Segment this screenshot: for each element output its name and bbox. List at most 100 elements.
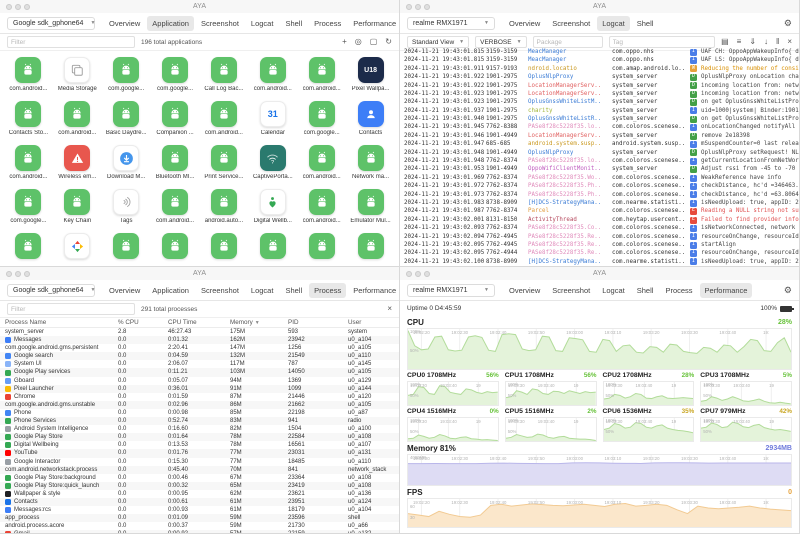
tab-logcat[interactable]: Logcat [602,285,625,295]
log-row[interactable]: 2024-11-21 19:43:01.945 7762-8388 PASe8f28… [400,124,799,132]
pause-icon[interactable]: ‖ [776,37,780,46]
tag-filter-input[interactable] [608,36,716,48]
tab-overview[interactable]: Overview [109,285,141,295]
log-row[interactable]: 2024-11-21 19:43:01.923 1901-2975 Location… [400,90,799,98]
tab-screenshot[interactable]: Screenshot [552,18,591,28]
app-item[interactable]: Call Log Bac... [200,53,249,97]
process-row[interactable]: Wallpaper & style 0.0 0:00.95 62M 23621 u0_a1… [0,490,399,498]
app-item[interactable]: Network ma... [346,141,395,185]
maximize-window-icon[interactable] [24,3,30,10]
log-row[interactable]: 2024-11-21 19:43:02.094 7762-4945 PASe8f28… [400,233,799,241]
tab-overview[interactable]: Overview [109,18,141,28]
column-header-memory[interactable]: Memory ▼ [230,319,260,326]
app-item[interactable]: Contacts Sto... [4,97,53,141]
app-item[interactable]: com.google... [297,97,346,141]
app-item[interactable] [248,229,297,266]
log-row[interactable]: 2024-11-21 19:43:01.948 1901-4949 OplusNlp… [400,149,799,157]
package-icon[interactable]: ▢ [369,37,378,46]
filter-input[interactable] [7,303,135,315]
process-row[interactable]: Google Interactor 0.0 0:15.30 77M 18485 u0_a1… [0,458,399,466]
log-row[interactable]: 2024-11-21 19:43:01.940 1901-2975 OplusGns… [400,115,799,123]
settings-gear-icon[interactable]: ⚙ [783,284,792,295]
app-item[interactable]: android.auto... [200,185,249,229]
zoom-icon[interactable]: ◎ [354,37,362,46]
app-item[interactable] [346,229,395,266]
log-row[interactable]: 2024-11-21 19:43:02.095 7762-4944 PASe8f28… [400,249,799,258]
log-row[interactable]: 2024-11-21 19:43:01.972 7762-8374 PASe8f28… [400,182,799,190]
app-item[interactable]: Bluetooth MI... [151,141,200,185]
process-row[interactable]: Messages:rcs 0.0 0:00.93 61M 18179 u0_a104 [0,506,399,514]
log-level-select[interactable]: VERBOSE ▼ [475,36,527,48]
process-row[interactable]: Google search 0.0 0:04.59 132M 21549 u0_a110 [0,352,399,361]
app-item[interactable]: com.android... [297,185,346,229]
app-item[interactable]: Contacts [346,97,395,141]
soft-wrap-icon[interactable]: ≡ [736,37,742,46]
log-row[interactable]: 2024-11-21 19:43:01.953 1901-4949 OppoWifi… [400,165,799,174]
tab-application[interactable]: Application [152,285,189,295]
log-row[interactable]: 2024-11-21 19:43:01.922 1901-2975 OplusNlp… [400,73,799,81]
app-item[interactable]: Print Service... [200,141,249,185]
process-row[interactable]: Google Play Store:background 0.0 0:00.46 67… [0,474,399,482]
app-item[interactable]: Wireless em... [53,141,102,185]
app-item[interactable]: Tags [102,185,151,229]
process-row[interactable]: Contacts 0.0 0:00.61 61M 23951 u0_a124 [0,497,399,507]
app-item[interactable]: com.android... [4,141,53,185]
app-item[interactable] [102,229,151,266]
log-row[interactable]: 2024-11-21 19:43:01.923 1901-2975 OplusGns… [400,98,799,107]
tab-performance[interactable]: Performance [353,18,397,28]
app-item[interactable]: Digital Wellb... [248,185,297,229]
tab-overview[interactable]: Overview [509,285,541,295]
tab-logcat[interactable]: Logcat [250,285,274,295]
log-row[interactable]: 2024-11-21 19:43:01.815 3159-3159 MeacMana… [400,56,799,65]
app-item[interactable]: Basic Daydre... [102,97,151,141]
scroll-to-end-icon[interactable]: ⇓ [749,37,757,46]
tab-screenshot[interactable]: Screenshot [552,285,591,295]
app-item[interactable]: Download M... [102,141,151,185]
package-filter-input[interactable] [532,36,603,48]
refresh-icon[interactable]: ↻ [385,37,392,46]
traffic-lights[interactable] [406,3,430,10]
download-log-icon[interactable]: ↓ [764,37,769,46]
process-row[interactable]: Android System Intelligence 0.0 0:16.60 82M… [0,425,399,433]
column-header-user[interactable]: User [348,319,362,326]
app-item[interactable]: U18 Pixel Wallpa... [346,53,395,97]
view-select[interactable]: Standard View ▼ [407,36,470,48]
log-row[interactable]: 2024-11-21 19:43:02.001 8131-8150 Activity… [400,216,799,224]
column-header--cpu[interactable]: % CPU [118,319,139,326]
tab-process[interactable]: Process [309,282,347,298]
app-item[interactable]: com.android... [297,141,346,185]
process-row[interactable]: Phone Services 0.0 0:52.74 83M 941 radio [0,417,399,426]
device-select[interactable]: Google sdk_gphone64 ▼ [7,16,95,30]
log-row[interactable]: 2024-11-21 19:43:02.095 7762-4945 PASe8f28… [400,241,799,249]
close-window-icon[interactable] [406,270,412,277]
app-item[interactable]: Emulator Mul... [346,185,395,229]
minimize-window-icon[interactable] [15,270,21,277]
app-item[interactable]: 31 Calendar [248,97,297,141]
process-row[interactable]: android.process.acore 0.0 0:00.37 59M 21730 u… [0,522,399,530]
process-row[interactable]: com.google.android.gms.unstable 0.0 0:02.9… [0,400,399,409]
tab-logcat[interactable]: Logcat [250,18,274,28]
tab-performance[interactable]: Performance [699,282,753,298]
log-row[interactable]: 2024-11-21 19:43:01.911 9157-9193 ndroid.l… [400,65,799,73]
maximize-window-icon[interactable] [424,3,430,10]
clear-log-icon[interactable]: × [787,37,792,46]
log-row[interactable]: 2024-11-21 19:43:01.946 1901-4949 Location… [400,132,799,140]
app-item[interactable]: ? CaptivePorta... [248,141,297,185]
maximize-window-icon[interactable] [424,270,430,277]
tab-screenshot[interactable]: Screenshot [200,285,239,295]
traffic-lights[interactable] [6,270,30,277]
log-row[interactable]: 2024-11-21 19:43:01.937 1901-2975 charity s… [400,107,799,115]
app-item[interactable]: com.android... [53,97,102,141]
app-item[interactable]: com.android... [200,97,249,141]
close-panel-icon[interactable]: × [387,304,392,313]
close-window-icon[interactable] [406,3,412,10]
log-row[interactable]: 2024-11-21 19:43:02.100 8738-8909 [H]DCS-S… [400,258,799,266]
app-item[interactable]: com.google... [151,53,200,97]
filter-input[interactable] [7,36,135,48]
app-item[interactable]: com.android... [248,53,297,97]
close-window-icon[interactable] [6,270,12,277]
app-item[interactable]: Key Chain [53,185,102,229]
app-item[interactable]: com.google... [102,53,151,97]
device-select[interactable]: realme RMX1971 ▼ [407,283,495,297]
process-row[interactable]: com.android.networkstack.process 0.0 0:45.… [0,465,399,474]
